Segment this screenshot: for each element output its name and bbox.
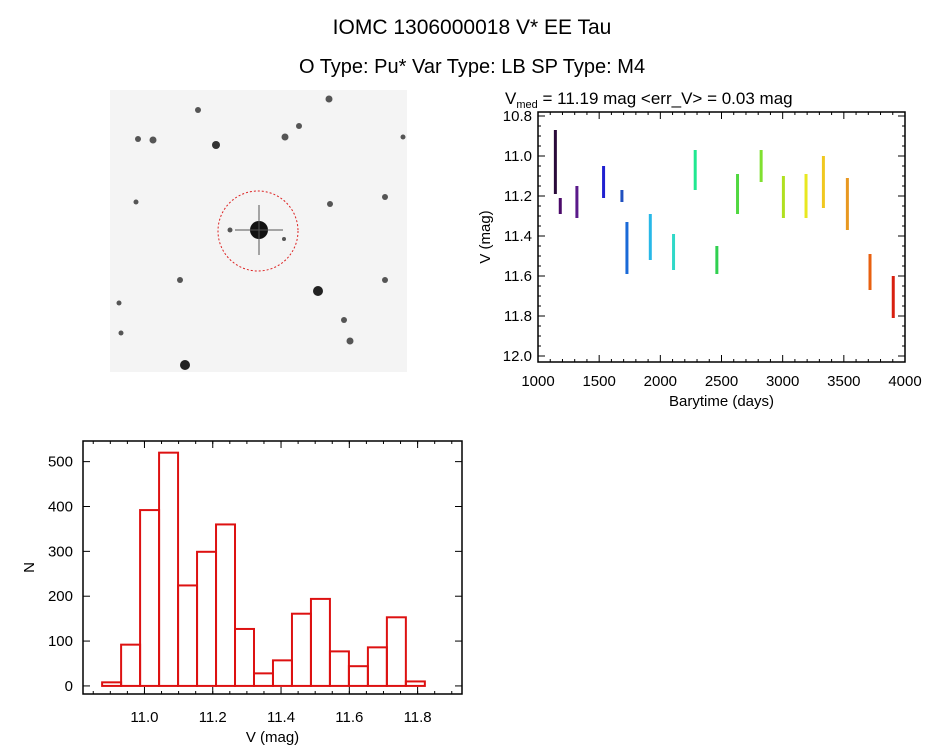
light-curve-title: Vmed = 11.19 mag <err_V> = 0.03 mag: [505, 89, 793, 111]
y-axis-label: N: [21, 562, 38, 573]
x-tick-label: 11.8: [404, 709, 432, 726]
x-tick-label: 11.6: [335, 709, 363, 726]
data-point-group: [672, 234, 676, 270]
plot-frame: [537, 111, 906, 363]
data-point-group: [868, 254, 872, 290]
y-tick-label: 200: [48, 588, 73, 605]
y-tick-label: 10.8: [503, 108, 532, 125]
data-point-group: [602, 166, 606, 198]
y-tick-label: 11.4: [504, 228, 532, 245]
x-tick-label: 1000: [521, 373, 554, 390]
histogram-bar: [158, 451, 180, 687]
data-point-group: [648, 214, 652, 260]
histogram-bar: [215, 523, 237, 687]
data-point-group: [715, 246, 719, 274]
x-tick-label: 11.2: [199, 709, 227, 726]
y-tick-label: 11.8: [504, 308, 532, 325]
histogram-bar: [120, 643, 142, 687]
y-axis-label: V (mag): [477, 210, 494, 263]
data-point-group: [553, 130, 557, 194]
histogram-bar: [385, 616, 407, 687]
data-point-group: [625, 222, 629, 274]
data-point-group: [693, 150, 697, 190]
histogram-bar: [177, 584, 199, 687]
histogram-bar: [196, 550, 218, 687]
data-point-group: [821, 156, 825, 208]
x-tick-label: 1500: [582, 373, 615, 390]
data-point-group: [891, 276, 895, 318]
y-tick-label: 300: [48, 543, 73, 560]
x-tick-label: 2500: [705, 373, 738, 390]
y-tick-label: 400: [48, 498, 73, 515]
chart-title: IOMC 1306000018 V* EE Tau: [332, 16, 612, 39]
y-tick-label: 11.0: [504, 148, 532, 165]
x-tick-label: 11.0: [130, 709, 158, 726]
y-tick-label: 11.2: [504, 188, 532, 205]
histogram-bar: [309, 597, 331, 687]
x-tick-label: 2000: [644, 373, 677, 390]
histogram-bar: [290, 612, 312, 687]
y-tick-label: 100: [48, 633, 73, 650]
histogram-bar: [139, 509, 161, 687]
histogram-bar: [328, 650, 350, 687]
histogram-bar: [366, 646, 388, 687]
y-tick-label: 0: [65, 678, 73, 695]
histogram-bar: [252, 672, 274, 687]
title-v: V: [505, 89, 517, 108]
data-point-group: [759, 150, 763, 182]
light-curve-plot: 1000 1500 2000 2500 3000 3500 4000 10.8 11.0 11.2…: [477, 89, 922, 410]
y-tick-label: 12.0: [503, 348, 532, 365]
x-axis-label: V (mag): [246, 729, 299, 746]
data-point-group: [804, 174, 808, 218]
x-axis-label: Barytime (days): [669, 393, 774, 410]
data-point-group: [620, 190, 624, 202]
y-tick-label: 500: [48, 454, 73, 471]
data-point-group: [575, 186, 579, 218]
title-v-subscript: med: [516, 99, 537, 111]
data-point-group: [845, 178, 849, 230]
y-tick-label: 11.6: [504, 268, 532, 285]
histogram-bar: [101, 681, 123, 687]
x-tick-label: 3000: [766, 373, 799, 390]
histogram-plot: 11.0 11.2 11.4 11.6 11.8 0 100 200 300 400 500 V (m…: [21, 440, 463, 746]
plot-frame: [82, 440, 463, 695]
histogram-bar: [271, 659, 293, 687]
title-rest: = 11.19 mag <err_V> = 0.03 mag: [538, 89, 793, 108]
histogram-bar: [404, 680, 426, 687]
x-tick-label: 4000: [888, 373, 921, 390]
data-point-group: [736, 174, 740, 214]
finder-chart-image: [110, 90, 407, 372]
x-tick-label: 3500: [827, 373, 860, 390]
chart-subtitle: O Type: Pu* Var Type: LB SP Type: M4: [298, 56, 646, 78]
x-tick-label: 11.4: [267, 709, 295, 726]
data-point-group: [781, 176, 785, 218]
data-point-group: [558, 198, 562, 214]
histogram-bar: [347, 665, 369, 687]
histogram-bar: [234, 627, 255, 687]
